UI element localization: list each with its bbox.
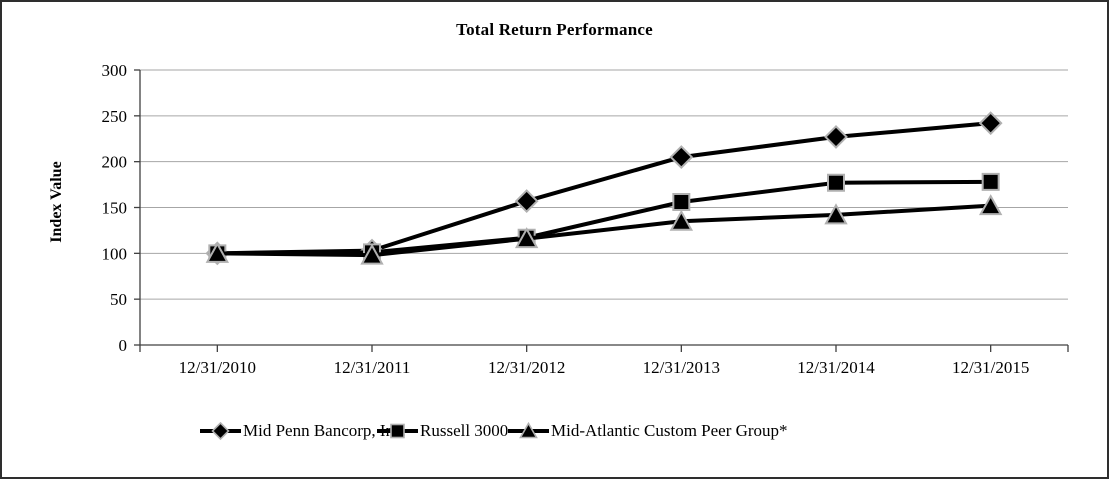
x-tick-label: 12/31/2011: [334, 358, 411, 377]
diamond-data-marker: [514, 189, 539, 213]
triangle-data-marker: [360, 243, 384, 265]
triangle-data-marker: [669, 209, 694, 231]
y-tick-label: 300: [102, 61, 128, 80]
triangle-data-marker: [514, 227, 539, 249]
x-tick-label: 12/31/2014: [797, 358, 875, 377]
series-line: [215, 121, 993, 256]
diamond-data-marker: [669, 145, 694, 169]
triangle-marker-icon: [508, 421, 549, 439]
chart-title: Total Return Performance: [456, 20, 653, 39]
x-tick-label: 12/31/2010: [179, 358, 256, 377]
y-axis-title: Index Value: [48, 161, 65, 243]
y-tick-label: 50: [110, 290, 127, 309]
x-tick-label: 12/31/2012: [488, 358, 565, 377]
square-data-marker: [981, 172, 1000, 191]
square-data-marker: [672, 193, 691, 211]
legend-label: Mid Penn Bancorp, Inc.: [243, 421, 406, 440]
x-tick-label: 12/31/2013: [643, 358, 720, 377]
series-line: [215, 203, 993, 258]
diamond-marker-icon: [200, 421, 241, 441]
legend-label: Mid-Atlantic Custom Peer Group*: [551, 421, 788, 440]
square-data-marker: [827, 173, 845, 192]
diamond-data-marker: [824, 125, 848, 149]
x-tick-label: 12/31/2015: [952, 358, 1029, 377]
square-marker-icon: [377, 423, 418, 439]
diamond-data-marker: [978, 111, 1003, 136]
y-tick-label: 250: [102, 107, 128, 126]
legend-entry-mid-penn: Mid Penn Bancorp, Inc.: [199, 421, 406, 441]
legend-entry-peer-group: Mid-Atlantic Custom Peer Group*: [507, 421, 788, 441]
triangle-data-marker: [978, 194, 1003, 216]
triangle-data-marker: [205, 241, 230, 263]
legend-entry-russell-3000: Russell 3000: [376, 421, 508, 441]
y-tick-label: 100: [102, 244, 128, 263]
triangle-data-marker: [824, 203, 848, 225]
y-tick-label: 200: [102, 153, 128, 172]
y-tick-label: 0: [119, 336, 128, 355]
y-tick-label: 150: [102, 199, 128, 218]
legend-label: Russell 3000: [420, 421, 509, 440]
series-line: [215, 179, 993, 256]
